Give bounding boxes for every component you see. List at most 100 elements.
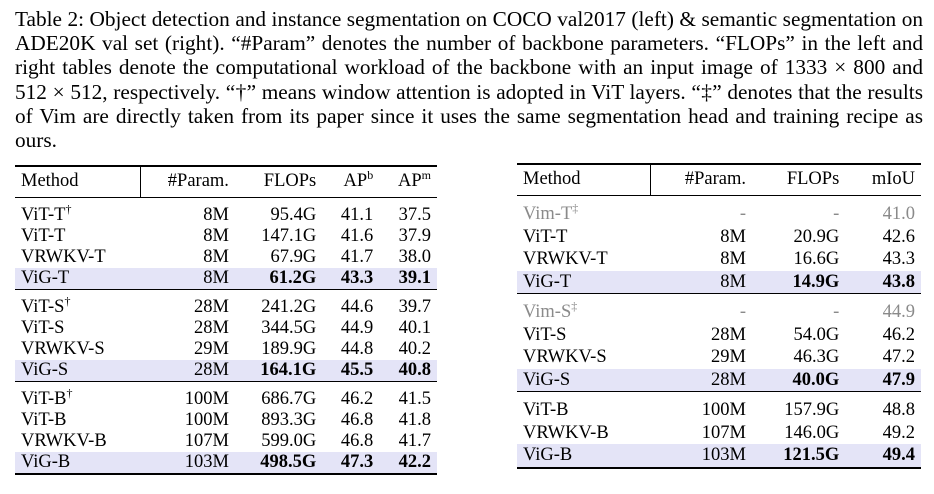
value-cell: 42.2 — [379, 452, 437, 474]
value-cell: - — [739, 204, 746, 224]
method-name: ViG-T — [523, 271, 572, 292]
value-cell: 164.1G — [234, 360, 323, 382]
method-cell: ViG-B — [15, 452, 141, 474]
segmentation-table: Method #Param. FLOPs mIoU Vim-T‡ - -41.0 ViT-T 8… — [517, 163, 921, 469]
value-cell: 41.7 — [340, 247, 374, 267]
value-cell: 46.8 — [340, 431, 374, 451]
table-row: VRWKV-S 29M 46.3G 47.2 — [517, 346, 921, 369]
method-mark: ‡ — [571, 298, 578, 313]
value-cell: 54.0G — [793, 324, 840, 345]
value-cell: 344.5G — [261, 318, 317, 338]
value-cell: 41.6 — [340, 226, 374, 246]
value-cell: 43.3 — [882, 249, 915, 269]
table-row: ViT-B† 100M 686.7G 46.2 41.5 — [15, 382, 437, 411]
table-row: VRWKV-T 8M 67.9G 41.7 38.0 — [15, 247, 437, 268]
method-name: ViT-T — [21, 226, 66, 246]
table-row: VRWKV-B 107M 146.0G 49.2 — [517, 422, 921, 445]
value-cell: 8M — [140, 268, 235, 290]
method-name: ViT-T — [21, 205, 66, 225]
value-cell: - — [739, 302, 746, 322]
value-cell: 121.5G — [752, 444, 846, 468]
value-cell: 47.2 — [882, 347, 915, 367]
method-name: ViG-T — [21, 268, 70, 288]
value-cell: 37.9 — [398, 226, 431, 246]
header-text: AP — [343, 171, 368, 191]
row-group: ViT-B 100M 157.9G 48.8 VRWKV-B 107M 146.0G 49.2… — [517, 391, 921, 468]
value-cell: 28M — [193, 297, 229, 317]
method-name: ViT-S — [21, 318, 65, 338]
value-cell: 107M — [701, 422, 746, 443]
header-sup: b — [367, 167, 374, 182]
value-cell: 38.0 — [398, 247, 431, 267]
row-group: Vim-T‡ - - 41.0 ViT-T 8M 20.9G 42.6 VRWKV-T 8M 16.… — [517, 195, 921, 294]
value-cell: 46.8 — [340, 410, 374, 430]
value-cell: 40.0G — [752, 368, 846, 392]
method-cell: VRWKV-T — [15, 247, 140, 268]
value-cell: 8M — [720, 249, 746, 269]
table-row: ViG-T 8M 61.2G 43.3 39.1 — [15, 268, 437, 290]
method-name: ViT-B — [21, 410, 67, 430]
header-cell: FLOPs — [752, 164, 846, 196]
row-group: Vim-S‡ - - 44.9 ViT-S 28M 54.0G 46.2 VRWKV-S 29M 4… — [517, 293, 921, 392]
header-cell: APm — [379, 166, 437, 198]
table-row: ViT-B 100M 157.9G 48.8 — [517, 392, 921, 422]
value-cell: 686.7G — [261, 389, 317, 409]
table-row: ViT-S 28M 344.5G 44.9 40.1 — [15, 318, 437, 339]
value-cell: 41.7 — [398, 431, 431, 451]
value-cell: - — [833, 204, 840, 224]
value-cell: 157.9G — [784, 400, 840, 420]
value-cell: 44.9 — [882, 302, 915, 322]
table-row: VRWKV-B 107M 599.0G 46.8 41.7 — [15, 431, 437, 452]
value-cell: 41.5 — [398, 389, 431, 409]
value-cell: 100M — [184, 389, 229, 409]
value-cell: 48.8 — [882, 400, 915, 420]
value-cell: 100M — [701, 400, 746, 420]
method-cell: VRWKV-S — [15, 339, 140, 360]
table-row: ViG-S 28M 164.1G 45.5 40.8 — [15, 360, 437, 382]
value-cell: 44.8 — [340, 339, 374, 359]
value-cell: 28M — [650, 368, 752, 392]
table-row: ViT-T 8M 147.1G 41.6 37.9 — [15, 226, 437, 247]
header-cell: Method — [517, 164, 652, 196]
method-name: VRWKV-B — [21, 431, 107, 451]
value-cell: 42.6 — [882, 226, 915, 247]
method-name: Vim-T — [523, 204, 573, 224]
value-cell: 16.6G — [793, 249, 840, 269]
value-cell: 893.3G — [261, 410, 317, 430]
value-cell: 29M — [193, 339, 229, 359]
method-cell: ViT-B† — [15, 382, 140, 411]
method-cell: VRWKV-B — [15, 431, 140, 452]
table-row: ViT-S 28M 54.0G 46.2 — [517, 324, 921, 347]
value-cell: 45.5 — [322, 360, 380, 382]
method-name: ViT-B — [21, 389, 67, 409]
header-text: AP — [398, 171, 422, 191]
header-cell: FLOPs — [234, 166, 323, 198]
method-cell: ViT-T† — [15, 198, 140, 227]
header-cell: Method — [15, 166, 141, 198]
table-row: ViT-S† 28M 241.2G 44.6 39.7 — [15, 290, 437, 319]
value-cell: 37.5 — [398, 205, 431, 225]
table-row: ViT-T 8M 20.9G 42.6 — [517, 226, 921, 249]
value-cell: 28M — [711, 324, 746, 345]
header-cell: APb — [322, 166, 380, 198]
method-name: ViT-B — [523, 400, 569, 420]
method-cell: ViT-S† — [15, 290, 140, 319]
method-name: ViT-T — [523, 226, 568, 247]
value-cell: 47.9 — [845, 368, 921, 392]
method-cell: ViT-S — [517, 324, 651, 347]
table-row: ViT-T† 8M 95.4G 41.1 37.5 — [15, 198, 437, 227]
value-cell: 41.0 — [882, 204, 915, 224]
value-cell: 43.8 — [845, 270, 921, 294]
value-cell: 46.3G — [793, 347, 840, 367]
value-cell: 8M — [203, 247, 229, 267]
method-name: VRWKV-T — [21, 247, 106, 267]
table-row: Vim-T‡ - - 41.0 — [517, 196, 921, 226]
method-cell: VRWKV-T — [517, 248, 651, 271]
value-cell: - — [833, 302, 840, 322]
value-cell: 41.8 — [398, 410, 431, 430]
header-cell: #Param. — [650, 164, 752, 196]
method-name: VRWKV-B — [523, 422, 609, 443]
value-cell: 103M — [140, 452, 235, 474]
table-row: ViG-T 8M 14.9G 43.8 — [517, 270, 921, 294]
value-cell: 39.7 — [398, 297, 431, 317]
